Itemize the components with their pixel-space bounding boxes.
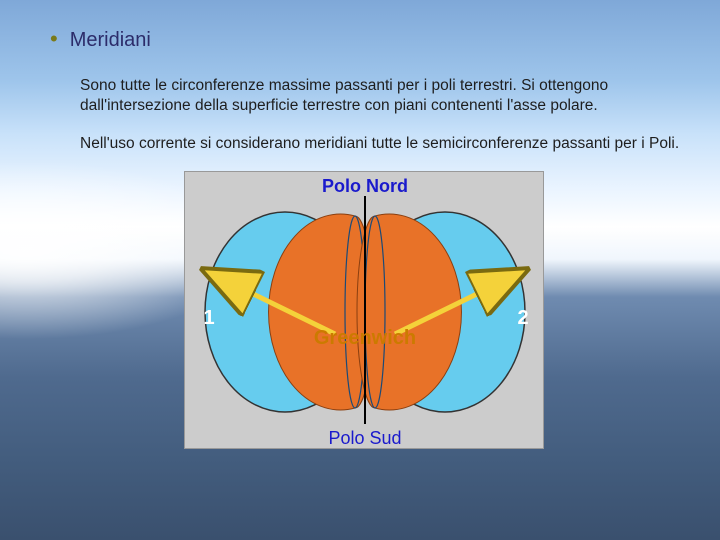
bullet-icon: • [44, 28, 58, 50]
label-greenwich: Greenwich [314, 327, 416, 349]
slide-content: • Meridiani Sono tutte le circonferenze … [0, 0, 720, 449]
label-polo-sud: Polo Sud [328, 428, 401, 448]
label-2: 2 [517, 307, 528, 329]
diagram-svg: Polo Nord Polo Sud Greenwich 1 2 [185, 172, 545, 450]
label-1: 1 [203, 307, 214, 329]
meridian-diagram: Polo Nord Polo Sud Greenwich 1 2 [184, 171, 544, 449]
title-row: • Meridiani [44, 28, 684, 52]
slide-title: Meridiani [70, 29, 151, 52]
label-polo-nord: Polo Nord [322, 176, 408, 196]
paragraph-2: Nell'uso corrente si considerano meridia… [80, 134, 684, 154]
paragraph-1: Sono tutte le circonferenze massime pass… [80, 76, 684, 116]
